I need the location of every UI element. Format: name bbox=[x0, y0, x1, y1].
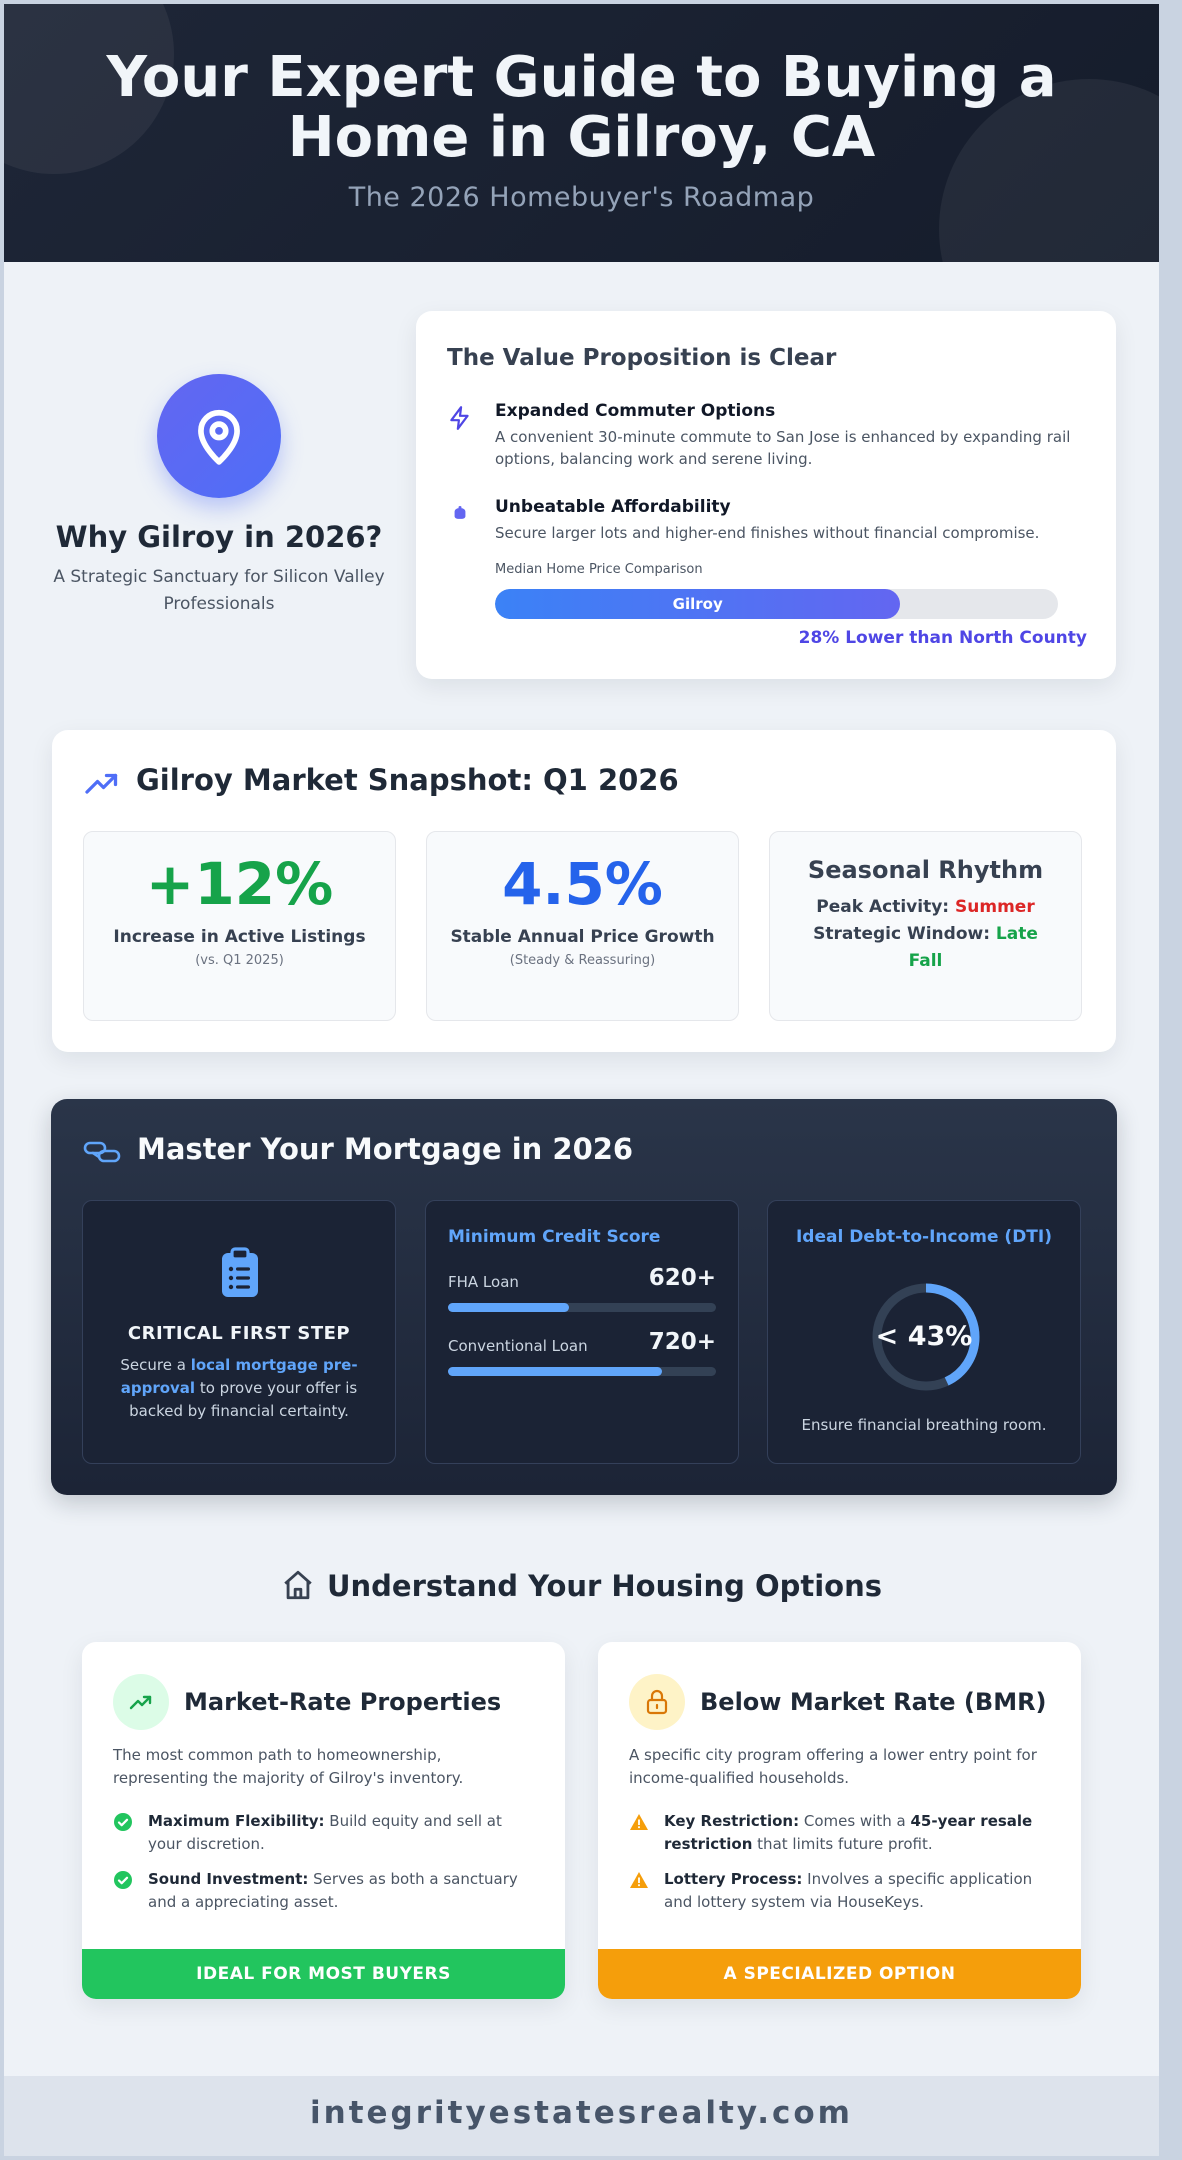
check-circle-icon bbox=[113, 1812, 133, 1832]
stat-seasonal-rhythm: Seasonal Rhythm Peak Activity: Summer St… bbox=[769, 831, 1082, 1021]
stat-active-listings: +12% Increase in Active Listings (vs. Q1… bbox=[83, 831, 396, 1021]
point-bold: Key Restriction: bbox=[664, 1812, 800, 1830]
mortgage-title: Master Your Mortgage in 2026 bbox=[137, 1132, 634, 1166]
point-bold: 45-year resale restriction bbox=[664, 1812, 1033, 1853]
loan-bar-fill bbox=[448, 1367, 663, 1376]
market-snapshot-card: Gilroy Market Snapshot: Q1 2026 +12% Inc… bbox=[52, 730, 1116, 1052]
housing-title-row: Understand Your Housing Options bbox=[4, 1568, 1159, 1609]
comparison-bar-fill: Gilroy bbox=[495, 589, 901, 619]
option-description: The most common path to homeownership, r… bbox=[113, 1746, 464, 1787]
option-band: A SPECIALIZED OPTION bbox=[598, 1949, 1081, 1999]
dti-note: Ensure financial breathing room. bbox=[801, 1416, 1047, 1434]
season-window-value: Late Fall bbox=[908, 924, 1038, 971]
season-title: Seasonal Rhythm bbox=[807, 856, 1044, 884]
page-title: Your Expert Guide to Buying a Home in Gi… bbox=[106, 45, 1057, 170]
comparison-caption: Median Home Price Comparison bbox=[495, 562, 703, 577]
clipboard-icon bbox=[220, 1247, 260, 1303]
first-step-box: CRITICAL FIRST STEP Secure a local mortg… bbox=[82, 1200, 396, 1464]
trending-up-icon bbox=[113, 1674, 169, 1730]
point-text: Involves a specific application and lott… bbox=[664, 1870, 1033, 1911]
loan-score: 720+ bbox=[648, 1329, 716, 1355]
comparison-bar: Gilroy bbox=[495, 589, 1058, 619]
option-point-text: Maximum Flexibility: Build equity and se… bbox=[148, 1810, 538, 1856]
infographic-page: Your Expert Guide to Buying a Home in Gi… bbox=[4, 4, 1159, 2156]
point-bold: Maximum Flexibility: bbox=[148, 1812, 325, 1830]
credit-title: Minimum Credit Score bbox=[448, 1227, 661, 1247]
point-bold: Lottery Process: bbox=[664, 1870, 803, 1888]
why-tagline: A Strategic Sanctuary for Silicon Valley… bbox=[53, 567, 385, 614]
stat-label: Stable Annual Price Growth bbox=[450, 927, 715, 947]
stat-note: (Steady & Reassuring) bbox=[509, 953, 656, 968]
value-item-title: Unbeatable Affordability bbox=[495, 497, 731, 517]
value-item-text: A convenient 30-minute commute to San Jo… bbox=[495, 428, 1071, 468]
loan-bar bbox=[448, 1367, 716, 1376]
season-peak: Peak Activity: Summer bbox=[770, 894, 1081, 921]
value-title: The Value Proposition is Clear bbox=[447, 345, 837, 371]
dti-value: < 43% bbox=[875, 1321, 973, 1352]
warning-icon bbox=[629, 1870, 649, 1890]
first-step-title: CRITICAL FIRST STEP bbox=[127, 1323, 351, 1344]
season-window: Strategic Window: Late Fall bbox=[770, 921, 1081, 975]
check-circle-icon bbox=[113, 1870, 133, 1890]
trending-up-icon bbox=[84, 768, 120, 802]
option-point-text: Key Restriction: Comes with a 45-year re… bbox=[664, 1810, 1054, 1856]
loan-name: FHA Loan bbox=[448, 1273, 519, 1291]
page-subtitle: The 2026 Homebuyer's Roadmap bbox=[348, 182, 815, 213]
point-text: Serves as both a sanctuary and a appreci… bbox=[148, 1870, 518, 1911]
option-point-text: Lottery Process: Involves a specific app… bbox=[664, 1868, 1054, 1914]
option-band: IDEAL FOR MOST BUYERS bbox=[82, 1949, 565, 1999]
first-step-pre: Secure a bbox=[120, 1356, 191, 1374]
value-item-text: Secure larger lots and higher-end finish… bbox=[495, 524, 1040, 542]
why-title: Why Gilroy in 2026? bbox=[55, 520, 383, 554]
value-proposition-card: The Value Proposition is Clear Expanded … bbox=[416, 311, 1116, 679]
season-window-label: Strategic Window: bbox=[813, 924, 990, 944]
handshake-icon bbox=[83, 1139, 121, 1169]
comparison-note: 28% Lower than North County bbox=[798, 628, 1087, 648]
option-title: Market-Rate Properties bbox=[184, 1688, 502, 1716]
dti-title: Ideal Debt-to-Income (DTI) bbox=[795, 1227, 1052, 1247]
home-icon bbox=[281, 1568, 315, 1609]
loan-bar bbox=[448, 1303, 716, 1312]
first-step-highlight: local mortgage pre-approval bbox=[120, 1356, 358, 1397]
option-point-text: Sound Investment: Serves as both a sanct… bbox=[148, 1868, 538, 1914]
first-step-post: to prove your offer is backed by financi… bbox=[129, 1379, 358, 1420]
loan-bar-fill bbox=[448, 1303, 569, 1312]
dti-ring-arc bbox=[872, 1283, 980, 1391]
season-peak-value: Summer bbox=[955, 897, 1035, 917]
point-text: Comes with a bbox=[799, 1812, 911, 1830]
stat-value: +12% bbox=[145, 850, 334, 918]
footer-website[interactable]: integrityestatesrealty.com bbox=[310, 2095, 853, 2131]
option-bmr: Below Market Rate (BMR) A specific city … bbox=[598, 1642, 1081, 1999]
point-text: Build equity and sell at your discretion… bbox=[148, 1812, 502, 1853]
dti-ring bbox=[872, 1283, 980, 1391]
season-peak-label: Peak Activity: bbox=[816, 897, 950, 917]
why-gilroy-section: Why Gilroy in 2026? A Strategic Sanctuar… bbox=[34, 374, 404, 618]
piggy-bank-icon bbox=[447, 501, 473, 527]
mortgage-section: Master Your Mortgage in 2026 CRITICAL FI… bbox=[51, 1099, 1117, 1495]
option-title: Below Market Rate (BMR) bbox=[700, 1688, 1047, 1716]
loan-name: Conventional Loan bbox=[448, 1337, 588, 1355]
point-bold: Sound Investment: bbox=[148, 1870, 309, 1888]
warning-icon bbox=[629, 1812, 649, 1832]
lightning-icon bbox=[447, 405, 473, 431]
first-step-text: Secure a local mortgage pre-approval to … bbox=[111, 1354, 367, 1423]
stat-value: 4.5% bbox=[502, 850, 663, 918]
point-text: that limits future profit. bbox=[752, 1835, 933, 1853]
option-description: A specific city program offering a lower… bbox=[629, 1746, 1037, 1787]
option-market-rate: Market-Rate Properties The most common p… bbox=[82, 1642, 565, 1999]
map-pin-icon bbox=[157, 374, 281, 498]
housing-title: Understand Your Housing Options bbox=[326, 1569, 882, 1603]
stat-label: Increase in Active Listings bbox=[113, 927, 366, 947]
stat-price-growth: 4.5% Stable Annual Price Growth (Steady … bbox=[426, 831, 739, 1021]
loan-score: 620+ bbox=[648, 1265, 716, 1291]
footer: integrityestatesrealty.com bbox=[4, 2076, 1159, 2156]
dti-box: Ideal Debt-to-Income (DTI) < 43% Ensure … bbox=[767, 1200, 1081, 1464]
credit-score-box: Minimum Credit Score FHA Loan 620+ Conve… bbox=[425, 1200, 739, 1464]
lock-icon bbox=[629, 1674, 685, 1730]
snapshot-title: Gilroy Market Snapshot: Q1 2026 bbox=[136, 763, 679, 797]
value-item-title: Expanded Commuter Options bbox=[495, 401, 776, 421]
hero-header: Your Expert Guide to Buying a Home in Gi… bbox=[4, 4, 1159, 262]
stat-note: (vs. Q1 2025) bbox=[195, 953, 284, 968]
